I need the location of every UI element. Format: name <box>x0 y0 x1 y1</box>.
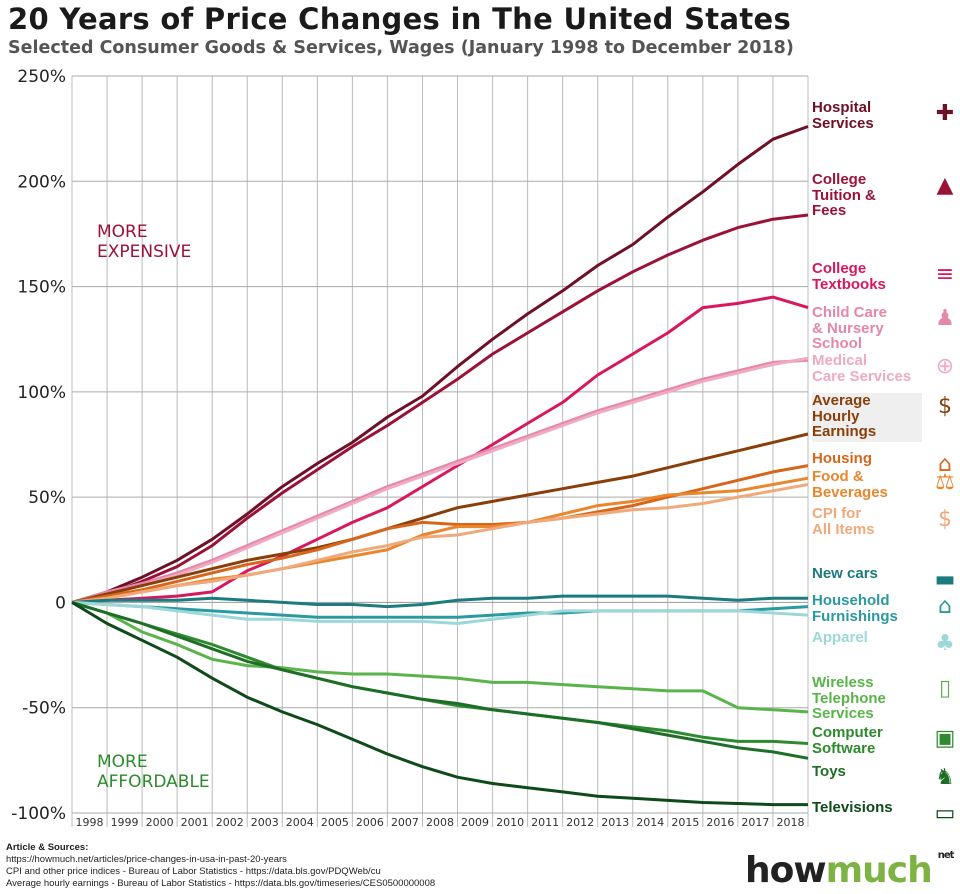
phone-icon: ▯ <box>938 676 952 701</box>
y-tick-label: -50% <box>22 699 66 719</box>
series-label: CPI for All Items <box>812 505 875 538</box>
family-icon: ♟ <box>935 306 955 331</box>
series-line-housing <box>71 464 809 604</box>
series-label: Child Care & Nursery School <box>812 304 888 352</box>
y-tick-label: 250% <box>17 67 66 87</box>
x-tick-label: 2005 <box>321 816 349 829</box>
series-line-child-care-nursery-school <box>71 358 809 604</box>
series-label: Computer Software <box>812 724 883 757</box>
y-tick-label: -100% <box>11 804 66 824</box>
furnished-house-icon: ⌂ <box>938 594 952 619</box>
series-line-new-cars <box>71 594 808 609</box>
series-line-toys <box>71 600 809 760</box>
books-icon: ≡ <box>935 262 955 287</box>
y-tick-label: 150% <box>17 278 66 298</box>
more-expensive-annotation: MORE EXPENSIVE <box>97 222 192 262</box>
series-label: Medical Care Services <box>812 352 912 385</box>
x-tick-label: 2015 <box>671 816 699 829</box>
x-tick-label: 2004 <box>286 816 314 829</box>
series-label: Food & Beverages <box>812 468 888 501</box>
x-tick-label: 2017 <box>741 816 769 829</box>
series-line-wireless-telephone-services <box>71 600 809 714</box>
source-line: CPI and other price indices - Bureau of … <box>6 866 381 877</box>
clock-dollar-icon: $ <box>938 394 952 419</box>
television-icon: ▭ <box>934 801 956 826</box>
x-tick-label: 2012 <box>566 816 594 829</box>
car-icon: ▬ <box>934 567 956 592</box>
series-line-apparel <box>71 600 809 625</box>
x-tick-label: 2007 <box>391 816 419 829</box>
laptop-icon: ▣ <box>934 726 956 751</box>
graduation-cap-icon: ▲ <box>936 173 954 198</box>
medical-hand-icon: ⊕ <box>935 354 955 379</box>
y-tick-label: 50% <box>28 488 66 508</box>
series-label: College Textbooks <box>812 260 886 293</box>
howmuch-logo: howmuch net <box>745 850 954 891</box>
x-tick-label: 2000 <box>146 816 174 829</box>
x-tick-label: 2001 <box>181 816 209 829</box>
x-tick-label: 2011 <box>531 816 559 829</box>
x-tick-label: 2002 <box>216 816 244 829</box>
series-line-college-textbooks <box>71 295 809 604</box>
chart-subtitle: Selected Consumer Goods & Services, Wage… <box>8 38 794 58</box>
price-tag-icon: $ <box>938 507 952 532</box>
y-tick-label: 200% <box>17 172 66 192</box>
x-tick-label: 2014 <box>636 816 664 829</box>
series-line-hospital-services <box>71 125 809 604</box>
x-tick-label: 2003 <box>251 816 279 829</box>
y-tick-label: 100% <box>17 383 66 403</box>
series-line-average-hourly-earnings <box>71 432 809 604</box>
series-line-cpi-for-all-items <box>71 483 809 604</box>
x-tick-label: 2016 <box>706 816 734 829</box>
series-label: Hospital Services <box>812 99 874 132</box>
x-tick-label: 2008 <box>426 816 454 829</box>
series-label: Televisions <box>812 799 893 816</box>
x-tick-label: 2018 <box>776 816 804 829</box>
series-label: Apparel <box>812 629 868 646</box>
x-tick-label: 1998 <box>76 816 104 829</box>
x-tick-label: 2006 <box>356 816 384 829</box>
sources: Article & Sources: https://howmuch.net/a… <box>6 842 435 890</box>
series-label: Wireless Telephone Services <box>812 674 886 722</box>
clothes-icon: ♣ <box>935 631 955 656</box>
series-label: Housing <box>812 450 872 467</box>
x-tick-label: 2013 <box>601 816 629 829</box>
food-icon: ⚖ <box>935 470 955 495</box>
series-label: College Tuition & Fees <box>812 171 876 219</box>
source-link[interactable]: https://howmuch.net/articles/price-chang… <box>6 854 287 865</box>
series-label: New cars <box>812 565 878 582</box>
x-tick-label: 2009 <box>461 816 489 829</box>
x-tick-label: 2010 <box>496 816 524 829</box>
toys-icon: ♞ <box>935 765 955 790</box>
x-tick-label: 1999 <box>111 816 139 829</box>
series-line-televisions <box>71 601 808 807</box>
hospital-icon: ✚ <box>935 101 955 126</box>
y-tick-label: 0 <box>55 593 66 613</box>
source-line: Average hourly earnings - Bureau of Labo… <box>6 878 436 889</box>
chart-title: 20 Years of Price Changes in The United … <box>8 2 792 36</box>
series-line-medical-care-services <box>71 356 809 604</box>
more-affordable-annotation: MORE AFFORDABLE <box>97 752 210 792</box>
house-icon: ⌂ <box>938 452 952 477</box>
series-label: Household Furnishings <box>812 592 898 625</box>
sources-heading: Article & Sources: <box>6 842 89 853</box>
series-label: Average Hourly Earnings <box>812 393 922 442</box>
series-label: Toys <box>812 763 846 780</box>
series-line-college-tuition-fees <box>71 213 809 604</box>
